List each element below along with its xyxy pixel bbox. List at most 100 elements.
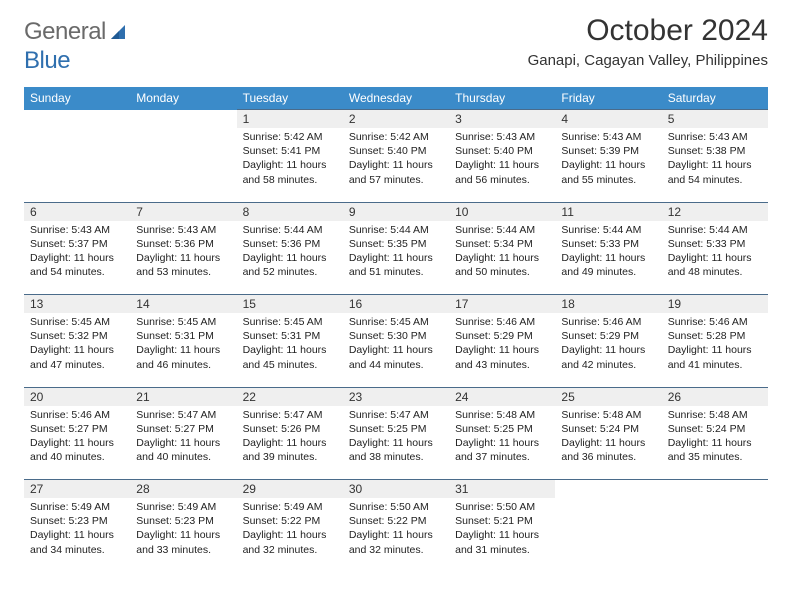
day-number-row: 13141516171819 <box>24 295 768 314</box>
weekday-header: Sunday <box>24 87 130 110</box>
day-data-cell: Sunrise: 5:44 AMSunset: 5:35 PMDaylight:… <box>343 221 449 295</box>
sunset-text: Sunset: 5:33 PM <box>668 238 746 250</box>
sunrise-text: Sunrise: 5:43 AM <box>30 224 110 236</box>
day-number-cell: 19 <box>662 295 768 314</box>
day-data-row: Sunrise: 5:46 AMSunset: 5:27 PMDaylight:… <box>24 406 768 480</box>
day-number-cell: 8 <box>237 202 343 221</box>
daylight-text: Daylight: 11 hours and 31 minutes. <box>455 529 539 555</box>
day-data-row: Sunrise: 5:45 AMSunset: 5:32 PMDaylight:… <box>24 313 768 387</box>
day-data-cell: Sunrise: 5:49 AMSunset: 5:22 PMDaylight:… <box>237 498 343 572</box>
day-data-cell <box>662 498 768 572</box>
day-data-cell: Sunrise: 5:50 AMSunset: 5:21 PMDaylight:… <box>449 498 555 572</box>
day-data-cell: Sunrise: 5:43 AMSunset: 5:37 PMDaylight:… <box>24 221 130 295</box>
sunset-text: Sunset: 5:29 PM <box>455 330 533 342</box>
day-number-cell: 5 <box>662 110 768 129</box>
sunrise-text: Sunrise: 5:44 AM <box>561 224 641 236</box>
day-number-cell: 16 <box>343 295 449 314</box>
day-data-row: Sunrise: 5:49 AM Sunset: 5:23 PM Daylight:… <box>24 498 768 572</box>
daylight-text: Daylight: 11 hours and 48 minutes. <box>668 252 752 278</box>
day-data-cell: Sunrise: 5:42 AMSunset: 5:41 PMDaylight:… <box>237 128 343 202</box>
sunset-text: Sunset: 5:25 PM <box>349 423 427 435</box>
sunset-text: Sunset: 5:41 PM <box>243 145 321 157</box>
sunset-text: Sunset: 5:38 PM <box>668 145 746 157</box>
day-number-cell: 30 <box>343 480 449 499</box>
daylight-text: Daylight: 11 hours and 51 minutes. <box>349 252 433 278</box>
day-number-cell: 3 <box>449 110 555 129</box>
sunrise-text: Sunrise: 5:46 AM <box>30 409 110 421</box>
day-number-cell: 28 <box>130 480 236 499</box>
day-number-cell: 4 <box>555 110 661 129</box>
day-number-cell: 12 <box>662 202 768 221</box>
sunrise-text: Sunrise: 5:45 AM <box>30 316 110 328</box>
sunset-text: Sunset: 5:24 PM <box>668 423 746 435</box>
day-number-cell: 9 <box>343 202 449 221</box>
day-data-cell: Sunrise: 5:44 AMSunset: 5:33 PMDaylight:… <box>662 221 768 295</box>
sunrise-text: Sunrise: 5:43 AM <box>561 131 641 143</box>
day-data-cell: Sunrise: 5:46 AMSunset: 5:27 PMDaylight:… <box>24 406 130 480</box>
daylight-text: Daylight: 11 hours and 40 minutes. <box>136 437 220 463</box>
brand-word1: General <box>24 18 106 46</box>
daylight-text: Daylight: 11 hours and 52 minutes. <box>243 252 327 278</box>
daylight-text: Daylight: 11 hours and 40 minutes. <box>30 437 114 463</box>
daylight-text: Daylight: 11 hours and 33 minutes. <box>136 529 220 555</box>
day-data-cell: Sunrise: 5:45 AMSunset: 5:31 PMDaylight:… <box>130 313 236 387</box>
sunset-text: Sunset: 5:22 PM <box>349 515 427 527</box>
day-data-cell: Sunrise: 5:49 AM Sunset: 5:23 PM Daylight:… <box>130 498 236 572</box>
sunrise-text: Sunrise: 5:49 AM <box>243 501 323 513</box>
sail-icon <box>108 22 128 42</box>
daylight-text: Daylight: 11 hours and 53 minutes. <box>136 252 220 278</box>
sunset-text: Sunset: 5:40 PM <box>349 145 427 157</box>
daylight-text: Daylight: 11 hours and 57 minutes. <box>349 159 433 185</box>
day-number-row: 20212223242526 <box>24 387 768 406</box>
day-number-cell <box>555 480 661 499</box>
sunrise-text: Sunrise: 5:43 AM <box>455 131 535 143</box>
day-number-row: 12345 <box>24 110 768 129</box>
sunrise-text: Sunrise: 5:44 AM <box>243 224 323 236</box>
day-data-cell: Sunrise: 5:47 AMSunset: 5:26 PMDaylight:… <box>237 406 343 480</box>
daylight-text: Daylight: 11 hours and 46 minutes. <box>136 344 220 370</box>
daylight-text: Daylight: 11 hours and 41 minutes. <box>668 344 752 370</box>
day-data-cell <box>24 128 130 202</box>
daylight-text: Daylight: 11 hours and 42 minutes. <box>561 344 645 370</box>
sunrise-text: Sunrise: 5:47 AM <box>243 409 323 421</box>
day-number-cell <box>24 110 130 129</box>
day-data-cell <box>130 128 236 202</box>
day-data-cell: Sunrise: 5:49 AMSunset: 5:23 PMDaylight:… <box>24 498 130 572</box>
sunset-text: Sunset: 5:23 PM <box>30 515 108 527</box>
day-number-cell: 31 <box>449 480 555 499</box>
day-data-cell: Sunrise: 5:46 AMSunset: 5:29 PMDaylight:… <box>555 313 661 387</box>
day-number-cell: 11 <box>555 202 661 221</box>
day-data-cell: Sunrise: 5:47 AMSunset: 5:25 PMDaylight:… <box>343 406 449 480</box>
day-data-cell: Sunrise: 5:46 AMSunset: 5:28 PMDaylight:… <box>662 313 768 387</box>
daylight-text: Daylight: 11 hours and 34 minutes. <box>30 529 114 555</box>
day-data-cell: Sunrise: 5:43 AMSunset: 5:36 PMDaylight:… <box>130 221 236 295</box>
sunrise-text: Sunrise: 5:47 AM <box>349 409 429 421</box>
sunrise-text: Sunrise: 5:44 AM <box>455 224 535 236</box>
day-number-cell: 2 <box>343 110 449 129</box>
daylight-text: Daylight: 11 hours and 58 minutes. <box>243 159 327 185</box>
brand-word2: Blue <box>24 47 70 75</box>
day-data-cell: Sunrise: 5:45 AMSunset: 5:32 PMDaylight:… <box>24 313 130 387</box>
daylight-text: Daylight: 11 hours and 50 minutes. <box>455 252 539 278</box>
calendar-table: SundayMondayTuesdayWednesdayThursdayFrid… <box>24 87 768 572</box>
day-number-cell: 15 <box>237 295 343 314</box>
day-number-cell: 25 <box>555 387 661 406</box>
sunrise-text: Sunrise: 5:43 AM <box>136 224 216 236</box>
sunset-text: Sunset: 5:25 PM <box>455 423 533 435</box>
sunset-text: Sunset: 5:23 PM <box>136 515 214 527</box>
day-number-cell: 27 <box>24 480 130 499</box>
sunrise-text: Sunrise: 5:42 AM <box>349 131 429 143</box>
daylight-text: Daylight: 11 hours and 54 minutes. <box>668 159 752 185</box>
day-data-row: Sunrise: 5:43 AMSunset: 5:37 PMDaylight:… <box>24 221 768 295</box>
day-data-cell: Sunrise: 5:48 AMSunset: 5:24 PMDaylight:… <box>555 406 661 480</box>
sunset-text: Sunset: 5:39 PM <box>561 145 639 157</box>
sunset-text: Sunset: 5:26 PM <box>243 423 321 435</box>
weekday-header: Friday <box>555 87 661 110</box>
day-data-cell: Sunrise: 5:45 AMSunset: 5:31 PMDaylight:… <box>237 313 343 387</box>
sunrise-text: Sunrise: 5:49 AM <box>136 501 216 513</box>
sunrise-text: Sunrise: 5:46 AM <box>668 316 748 328</box>
sunset-text: Sunset: 5:29 PM <box>561 330 639 342</box>
day-data-cell: Sunrise: 5:48 AMSunset: 5:25 PMDaylight:… <box>449 406 555 480</box>
day-number-cell: 17 <box>449 295 555 314</box>
sunrise-text: Sunrise: 5:48 AM <box>561 409 641 421</box>
